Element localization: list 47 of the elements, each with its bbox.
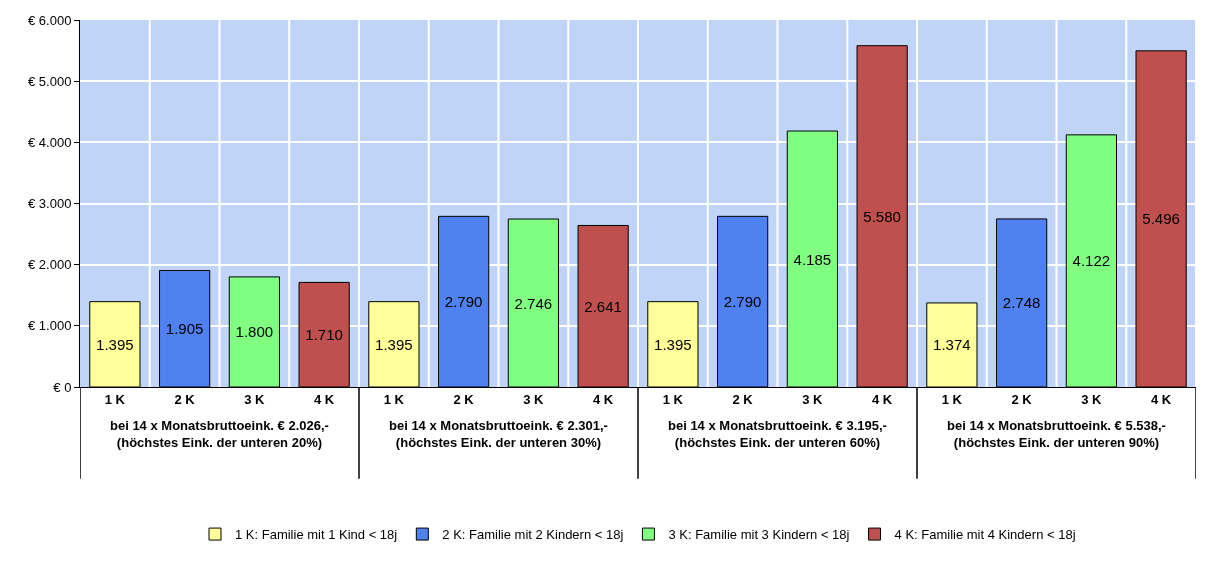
text: bei 14 x Monatsbruttoeink. € 2.026,- (höchstes Eink. der unteren 20%) xyxy=(110,418,329,450)
y-tick-label: € 1.000 xyxy=(28,318,72,334)
x-tick-label: 2 K xyxy=(174,391,196,407)
x-tick-label: 3 K xyxy=(1081,391,1103,407)
data-label: 2.790 xyxy=(723,293,762,311)
data-label: 2.748 xyxy=(1002,294,1041,312)
text: bei 14 x Monatsbruttoeink. € 5.538,- (höchstes Eink. der unteren 90%) xyxy=(947,418,1166,450)
x-tick-label: 1 K xyxy=(941,391,963,407)
legend-label: 4 K: Familie mit 4 Kindern < 18j xyxy=(894,527,1076,543)
x-tick-label: 4 K xyxy=(872,391,893,407)
data-label: 5.580 xyxy=(863,207,901,225)
data-label: 1.395 xyxy=(375,335,413,353)
legend-label: 2 K: Familie mit 2 Kindern < 18j xyxy=(442,527,624,543)
data-label: 1.374 xyxy=(933,336,971,354)
data-label: 2.746 xyxy=(514,294,553,312)
data-label: 1.800 xyxy=(235,323,274,341)
x-tick-label: 1 K xyxy=(662,391,684,407)
x-tick-label: 3 K xyxy=(523,391,545,407)
x-tick-label: 1 K xyxy=(383,391,405,407)
y-tick-label: € 6.000 xyxy=(28,12,72,28)
y-tick-label: € 4.000 xyxy=(28,134,72,150)
y-tick-label: € 2.000 xyxy=(28,257,72,273)
data-label: 1.395 xyxy=(654,335,692,353)
x-tick-label: 4 K xyxy=(314,391,335,407)
data-label: 4.185 xyxy=(793,250,832,268)
x-tick-label: 2 K xyxy=(453,391,475,407)
legend-label: 1 K: Familie mit 1 Kind < 18j xyxy=(235,527,398,543)
data-label: 5.496 xyxy=(1142,210,1180,228)
data-label: 4.122 xyxy=(1072,252,1111,270)
x-tick-label: 1 K xyxy=(104,391,126,407)
data-label: 2.790 xyxy=(444,293,483,311)
x-tick-label: 2 K xyxy=(1011,391,1033,407)
x-tick-label: 2 K xyxy=(732,391,754,407)
x-tick-label: 3 K xyxy=(802,391,824,407)
y-tick-label: € 3.000 xyxy=(28,196,72,212)
x-tick-label: 4 K xyxy=(1151,391,1172,407)
data-label: 2.641 xyxy=(584,297,622,315)
text: bei 14 x Monatsbruttoeink. € 3.195,- (höchstes Eink. der unteren 60%) xyxy=(668,418,887,450)
x-tick-label: 4 K xyxy=(593,391,614,407)
data-label: 1.395 xyxy=(96,335,134,353)
data-label: 1.710 xyxy=(305,326,343,344)
data-label: 1.905 xyxy=(165,320,204,338)
y-tick-label: € 5.000 xyxy=(28,73,72,89)
x-tick-label: 3 K xyxy=(244,391,266,407)
y-tick-label: € 0 xyxy=(53,379,72,395)
legend-label: 3 K: Familie mit 3 Kindern < 18j xyxy=(668,527,850,543)
text: bei 14 x Monatsbruttoeink. € 2.301,- (höchstes Eink. der unteren 30%) xyxy=(389,418,608,450)
